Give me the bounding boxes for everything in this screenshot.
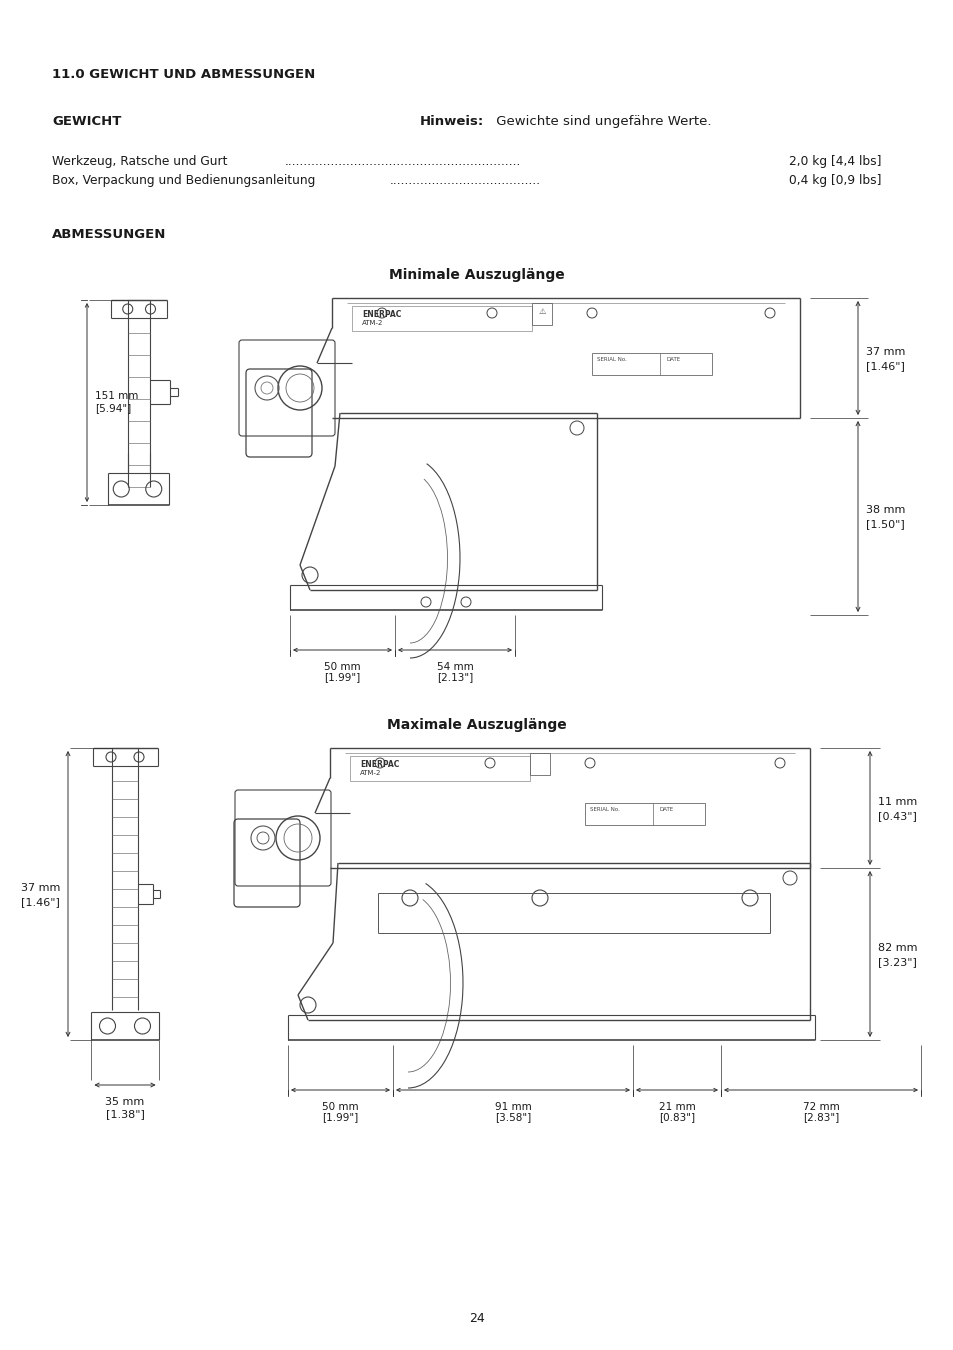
Bar: [352, 306, 532, 331]
Text: 50 mm: 50 mm: [324, 662, 360, 672]
Text: 54 mm: 54 mm: [436, 662, 473, 672]
Text: 2,0 kg [4,4 lbs]: 2,0 kg [4,4 lbs]: [789, 155, 882, 167]
Text: 50 mm: 50 mm: [322, 1102, 358, 1112]
Text: [0.43"]: [0.43"]: [877, 811, 916, 821]
Text: Werkzeug, Ratsche und Gurt: Werkzeug, Ratsche und Gurt: [52, 155, 227, 167]
Bar: [532, 302, 552, 325]
Bar: [584, 803, 704, 825]
Text: Gewichte sind ungefähre Werte.: Gewichte sind ungefähre Werte.: [492, 115, 711, 128]
Text: Box, Verpackung und Bedienungsanleitung: Box, Verpackung und Bedienungsanleitung: [52, 174, 315, 188]
Text: 11.0 GEWICHT UND ABMESSUNGEN: 11.0 GEWICHT UND ABMESSUNGEN: [52, 68, 314, 81]
Text: Minimale Auszuglänge: Minimale Auszuglänge: [389, 269, 564, 282]
Text: [2.13"]: [2.13"]: [436, 672, 473, 682]
Text: ⚠: ⚠: [537, 306, 545, 316]
Text: 151 mm: 151 mm: [95, 392, 138, 401]
Text: ENERPAC: ENERPAC: [359, 760, 399, 770]
Text: .......................................: .......................................: [390, 174, 540, 188]
Text: [3.23"]: [3.23"]: [877, 957, 916, 967]
Text: SERIAL No.: SERIAL No.: [597, 356, 626, 362]
Bar: [592, 352, 711, 375]
Text: 72 mm: 72 mm: [801, 1102, 839, 1112]
Text: [2.83"]: [2.83"]: [802, 1112, 839, 1122]
Text: [5.94"]: [5.94"]: [95, 404, 132, 413]
Text: .............................................................: ........................................…: [285, 155, 521, 167]
Text: SERIAL No.: SERIAL No.: [589, 807, 619, 811]
Text: 37 mm: 37 mm: [865, 347, 904, 356]
Text: Hinweis:: Hinweis:: [419, 115, 484, 128]
Text: 37 mm: 37 mm: [21, 883, 60, 892]
Text: ATM-2: ATM-2: [361, 320, 383, 325]
Text: DATE: DATE: [659, 807, 674, 811]
Bar: [530, 753, 550, 775]
Text: 21 mm: 21 mm: [658, 1102, 695, 1112]
Text: 11 mm: 11 mm: [877, 796, 916, 807]
Text: ABMESSUNGEN: ABMESSUNGEN: [52, 228, 166, 242]
Text: [0.83"]: [0.83"]: [659, 1112, 695, 1122]
Bar: [350, 756, 530, 782]
Text: ENERPAC: ENERPAC: [361, 310, 401, 319]
Text: 24: 24: [469, 1311, 484, 1324]
Text: 91 mm: 91 mm: [494, 1102, 531, 1112]
Text: [1.99"]: [1.99"]: [324, 672, 360, 682]
Text: [1.50"]: [1.50"]: [865, 520, 903, 529]
Text: GEWICHT: GEWICHT: [52, 115, 121, 128]
Text: [1.99"]: [1.99"]: [322, 1112, 358, 1122]
Text: 35 mm: 35 mm: [105, 1098, 145, 1107]
Text: [1.46"]: [1.46"]: [21, 896, 60, 907]
Text: 82 mm: 82 mm: [877, 944, 917, 953]
Text: DATE: DATE: [666, 356, 680, 362]
Text: 38 mm: 38 mm: [865, 505, 904, 516]
Text: Maximale Auszuglänge: Maximale Auszuglänge: [387, 718, 566, 732]
Text: [1.38"]: [1.38"]: [106, 1108, 144, 1119]
Text: [3.58"]: [3.58"]: [495, 1112, 531, 1122]
Text: 0,4 kg [0,9 lbs]: 0,4 kg [0,9 lbs]: [789, 174, 882, 188]
Text: [1.46"]: [1.46"]: [865, 360, 904, 371]
Text: ATM-2: ATM-2: [359, 769, 381, 776]
